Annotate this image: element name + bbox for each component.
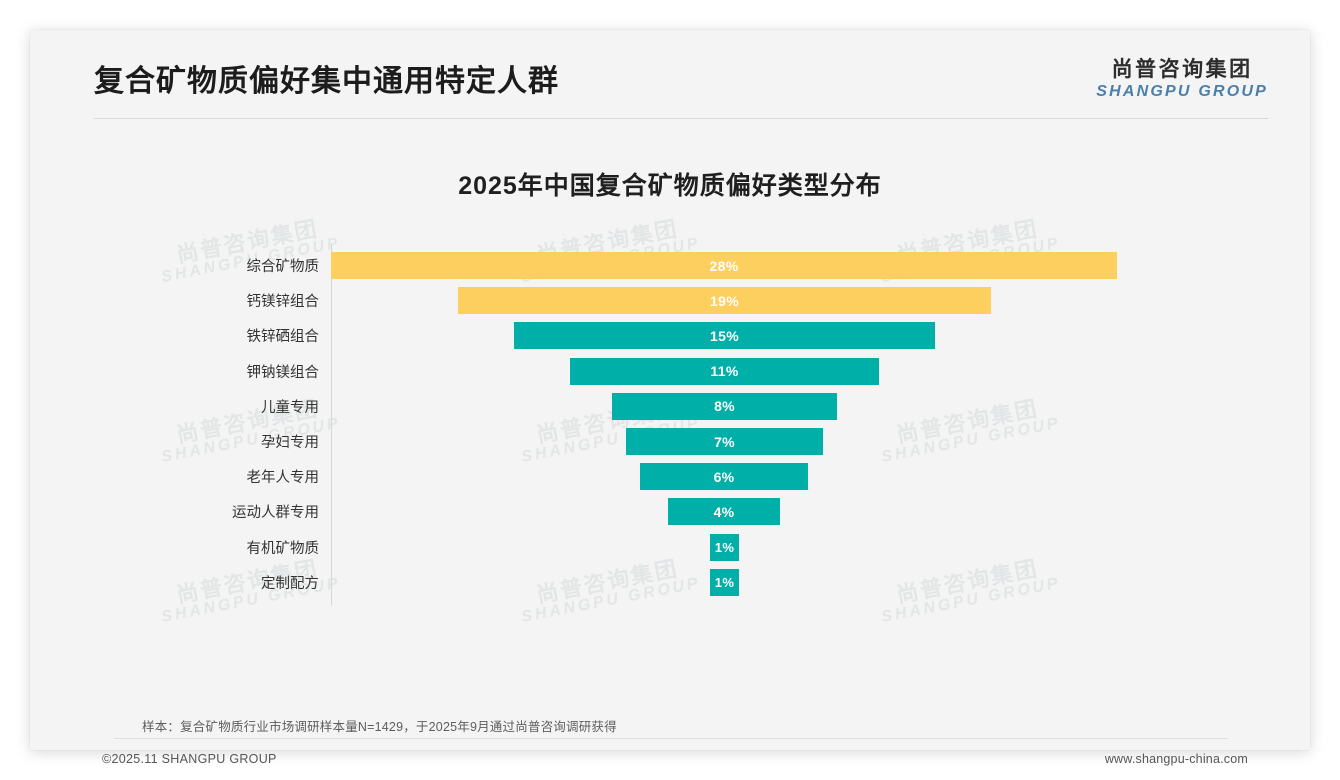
bar-value-label: 19% — [710, 292, 739, 309]
bar-value-label: 1% — [714, 539, 735, 555]
slide-footer: ©2025.11 SHANGPU GROUP www.shangpu-china… — [30, 744, 1310, 780]
category-label: 运动人群专用 — [232, 505, 319, 522]
funnel-bar: 1% — [710, 533, 739, 561]
page-title: 复合矿物质偏好集中通用特定人群 — [94, 65, 559, 98]
slide-header: 复合矿物质偏好集中通用特定人群 尚普咨询集团 SHANGPU GROUP — [30, 30, 1310, 120]
category-label: 铁锌硒组合 — [246, 329, 320, 346]
category-label: 定制配方 — [261, 575, 319, 592]
funnel-bar: 19% — [458, 287, 991, 315]
copyright-text: ©2025.11 SHANGPU GROUP — [102, 752, 277, 766]
category-label: 儿童专用 — [261, 399, 319, 416]
funnel-row: 孕妇专用 7% — [30, 424, 1310, 459]
bar-value-label: 7% — [714, 433, 735, 450]
logo-text-cn: 尚普咨询集团 — [1111, 58, 1253, 81]
sample-note: 样本：复合矿物质行业市场调研样本量N=1429，于2025年9月通过尚普咨询调研… — [142, 720, 617, 734]
funnel-row: 钙镁锌组合 19% — [30, 283, 1310, 318]
bar-value-label: 11% — [710, 363, 739, 380]
chart-container: 2025年中国复合矿物质偏好类型分布 综合矿物质 28% 钙镁锌组合 19% 铁锌硒组合… — [30, 126, 1310, 666]
funnel-bar: 28% — [331, 252, 1117, 280]
funnel-row: 综合矿物质 28% — [30, 248, 1310, 283]
bar-value-label: 1% — [714, 574, 735, 590]
category-label: 有机矿物质 — [246, 540, 320, 557]
funnel-row: 有机矿物质 1% — [30, 530, 1310, 565]
funnel-bar: 15% — [514, 322, 935, 350]
funnel-row: 铁锌硒组合 15% — [30, 318, 1310, 353]
funnel-row: 儿童专用 8% — [30, 389, 1310, 424]
website-text: www.shangpu-china.com — [1104, 752, 1248, 766]
bar-value-label: 28% — [709, 257, 739, 274]
bar-value-label: 6% — [713, 468, 735, 485]
footer-divider — [114, 738, 1228, 739]
funnel-bar: 8% — [612, 392, 837, 420]
funnel-bar: 6% — [640, 463, 808, 491]
funnel-bar: 4% — [668, 498, 780, 526]
funnel-bar: 7% — [626, 428, 823, 456]
funnel-row: 运动人群专用 4% — [30, 494, 1310, 529]
funnel-bar: 1% — [710, 568, 739, 596]
chart-title: 2025年中国复合矿物质偏好类型分布 — [458, 172, 882, 200]
category-label: 老年人专用 — [246, 470, 320, 487]
funnel-row: 定制配方 1% — [30, 565, 1310, 600]
brand-logo: 尚普咨询集团 SHANGPU GROUP — [1096, 58, 1268, 101]
bar-value-label: 8% — [714, 398, 735, 415]
slide-card: 尚普咨询集团 SHANGPU GROUP 尚普咨询集团 SHANGPU GROU… — [30, 30, 1310, 766]
funnel-bar: 11% — [570, 357, 879, 385]
category-label: 综合矿物质 — [246, 259, 320, 276]
funnel-row: 老年人专用 6% — [30, 459, 1310, 494]
category-label: 钙镁锌组合 — [246, 294, 320, 311]
category-label: 孕妇专用 — [261, 435, 319, 452]
bar-value-label: 15% — [710, 327, 739, 344]
funnel-row: 钾钠镁组合 11% — [30, 354, 1310, 389]
funnel-chart-plot: 综合矿物质 28% 钙镁锌组合 19% 铁锌硒组合 15% 钾钠镁组合 11% 儿童专用 8% 孕妇… — [30, 244, 1310, 606]
logo-text-en: SHANGPU GROUP — [1096, 83, 1268, 101]
category-label: 钾钠镁组合 — [246, 364, 320, 381]
header-divider — [94, 118, 1268, 119]
chart-axis-line — [331, 244, 332, 606]
bar-value-label: 4% — [713, 503, 735, 520]
